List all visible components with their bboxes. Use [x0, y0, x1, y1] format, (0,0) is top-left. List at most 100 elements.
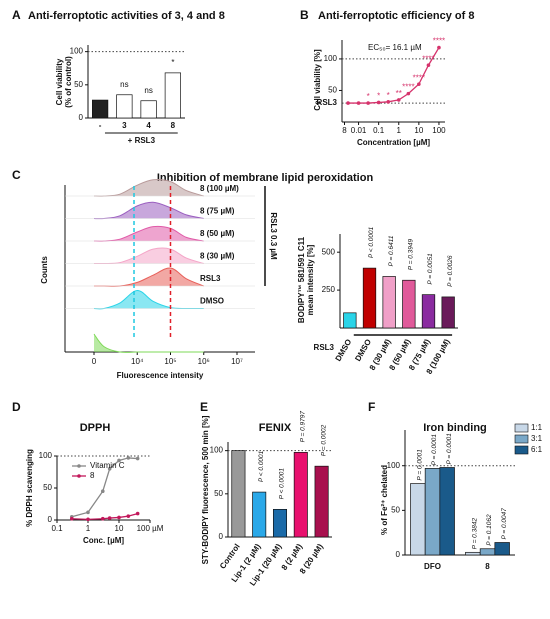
x-tick-label: DFO — [424, 562, 441, 571]
ridge-line — [93, 333, 204, 353]
point — [376, 100, 381, 105]
p-value: P < 0.0001 — [368, 226, 375, 258]
p-value: P = 0.0051 — [427, 253, 434, 285]
bar — [116, 94, 133, 119]
chart-title: Iron binding — [423, 422, 487, 434]
x-tick-label: 0.1 — [373, 126, 385, 135]
p-value: P < 0.0001 — [258, 450, 265, 482]
x-axis-label: Concentration [µM] — [357, 138, 430, 147]
significance: **** — [422, 54, 434, 63]
panel-letter: A — [12, 8, 21, 22]
point — [107, 516, 112, 520]
bar — [164, 72, 181, 119]
bar — [424, 468, 441, 556]
chart-title: Anti-ferroptotic efficiency of 8 — [318, 10, 474, 22]
y-axis-label: % DPPH scavenging — [25, 449, 34, 527]
group-label: RSL3 — [314, 343, 335, 352]
point — [117, 458, 121, 463]
bar — [479, 548, 496, 556]
x-tick-label: 10⁷ — [231, 357, 243, 366]
significance: * — [367, 92, 370, 101]
bar — [362, 267, 377, 329]
point — [356, 101, 361, 105]
y-axis-label: Cell viability — [55, 58, 64, 105]
point — [86, 510, 90, 515]
chart-title: Inhibition of membrane lipid peroxidatio… — [157, 172, 374, 184]
legend-swatch — [514, 445, 529, 455]
y-tick-label: 0 — [79, 113, 84, 122]
ridge-area — [94, 334, 204, 353]
y-tick-label: 50 — [328, 86, 337, 95]
x-tick-label: 0.1 — [51, 524, 63, 533]
p-value: P = 0.9797 — [300, 411, 307, 443]
bar — [343, 312, 357, 329]
legend-marker — [77, 464, 81, 468]
bar — [494, 542, 510, 556]
series-line — [348, 47, 440, 104]
y-tick-label: 100 — [70, 47, 84, 56]
y-tick-label: 0 — [48, 515, 53, 524]
series-label: DMSO — [200, 297, 224, 306]
x-tick-label: 8 — [342, 126, 347, 135]
x-tick-label: 4 — [146, 121, 151, 130]
point — [396, 98, 401, 102]
significance: **** — [402, 83, 414, 92]
y-tick-label: 100 — [39, 451, 53, 460]
y-tick-label: 100 — [210, 446, 224, 455]
baseline-label: RSL3 — [317, 98, 338, 107]
panel-letter: F — [368, 400, 375, 414]
bar — [465, 551, 481, 556]
y-tick-label: 50 — [214, 489, 223, 498]
p-value: P = 0.0047 — [501, 508, 508, 540]
point — [126, 456, 131, 460]
significance: ns — [144, 86, 152, 95]
x-tick-label: 0 — [92, 357, 97, 366]
x-tick-label: 10 — [115, 524, 124, 533]
significance: * — [171, 58, 174, 67]
bar — [252, 491, 267, 538]
bar — [382, 276, 396, 329]
ridge-area — [94, 267, 204, 287]
legend-swatch — [514, 423, 529, 433]
panel-letter: D — [12, 400, 21, 414]
series-label: 8 (30 µM) — [200, 252, 235, 261]
panel-letter: C — [12, 168, 21, 182]
x-tick-label: 3 — [122, 121, 127, 130]
significance: * — [377, 92, 380, 101]
bar — [92, 99, 109, 119]
bar — [402, 279, 416, 329]
point — [135, 511, 140, 516]
significance: **** — [413, 73, 425, 82]
ridge-area — [94, 290, 204, 309]
significance: **** — [433, 37, 445, 46]
y-axis-label: mean intensity [%] — [306, 244, 315, 315]
legend-label: 1:1 — [531, 423, 543, 432]
x-tick-label: 100 µM — [137, 524, 164, 533]
y-axis-label: Cell viability [%] — [313, 49, 322, 111]
x-tick-label: 10⁴ — [131, 357, 144, 366]
y-tick-label: 50 — [391, 505, 400, 514]
bar — [421, 294, 436, 329]
legend-label: 3:1 — [531, 434, 543, 443]
y-tick-label: 50 — [74, 80, 83, 89]
y-tick-label: 50 — [43, 483, 52, 492]
y-axis-label: Counts — [40, 256, 49, 284]
x-tick-label: 0.01 — [351, 126, 367, 135]
p-value: P = 0.6411 — [388, 235, 395, 266]
chart-title: DPPH — [80, 422, 111, 434]
significance: * — [387, 91, 390, 100]
x-tick-label: - — [99, 121, 102, 130]
legend-label: 6:1 — [531, 445, 543, 454]
y-axis-label: STY-BODIPY fluorescence, 500 min [%] — [201, 415, 210, 564]
bar — [272, 509, 288, 538]
legend-label: Vitamin C — [90, 461, 125, 470]
x-tick-label: 10⁵ — [164, 357, 176, 366]
p-value: P = 0.0002 — [320, 424, 327, 456]
point — [437, 45, 441, 50]
chart-title: Anti-ferroptotic activities of 3, 4 and … — [28, 10, 225, 22]
legend-label: 8 — [90, 471, 95, 480]
significance: ** — [396, 89, 402, 98]
x-tick-label: 8 — [485, 562, 490, 571]
p-value: P = 0.0026 — [447, 255, 454, 287]
